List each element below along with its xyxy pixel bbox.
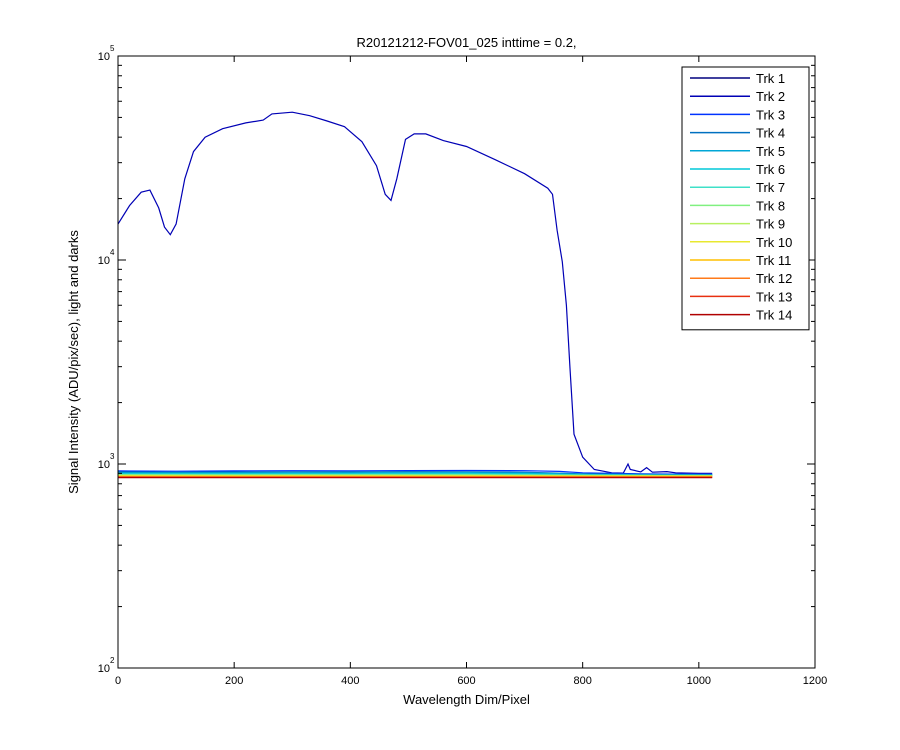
x-tick-label: 400 bbox=[341, 675, 359, 687]
y-tick-label: 10 bbox=[98, 663, 110, 675]
legend-label-9: Trk 9 bbox=[756, 217, 785, 232]
x-tick-label: 0 bbox=[115, 675, 121, 687]
y-tick-label: 10 bbox=[98, 255, 110, 267]
y-tick-exponent: 5 bbox=[110, 44, 115, 53]
x-tick-label: 600 bbox=[457, 675, 475, 687]
series-line-2 bbox=[117, 111, 713, 474]
legend-label-8: Trk 8 bbox=[756, 198, 785, 213]
legend-label-10: Trk 10 bbox=[756, 235, 792, 250]
x-tick-label: 800 bbox=[573, 675, 591, 687]
legend-label-5: Trk 5 bbox=[756, 144, 785, 159]
legend-label-3: Trk 3 bbox=[756, 107, 785, 122]
legend: Trk 1 Trk 2 Trk 3 Trk 4 Trk 5 Trk 6 Trk 7 Trk 8… bbox=[681, 66, 810, 331]
x-tick-label: 200 bbox=[225, 675, 243, 687]
legend-label-13: Trk 13 bbox=[756, 289, 792, 304]
legend-label-11: Trk 11 bbox=[756, 253, 791, 268]
y-tick-label: 10 bbox=[98, 459, 110, 471]
legend-label-2: Trk 2 bbox=[756, 89, 785, 104]
legend-label-4: Trk 4 bbox=[756, 126, 785, 141]
y-tick-exponent: 4 bbox=[110, 248, 115, 257]
y-axis-label: Signal Intensity (ADU/pix/sec), light an… bbox=[66, 230, 81, 494]
y-tick-exponent: 2 bbox=[110, 656, 115, 665]
chart-title: R20121212-FOV01_025 inttime = 0.2, bbox=[356, 35, 576, 50]
x-axis-label: Wavelength Dim/Pixel bbox=[403, 692, 530, 707]
legend-label-14: Trk 14 bbox=[756, 308, 792, 323]
x-tick-label: 1200 bbox=[803, 675, 827, 687]
series-lines bbox=[117, 111, 713, 479]
legend-box bbox=[681, 66, 810, 331]
legend-label-1: Trk 1 bbox=[756, 71, 785, 86]
series-line-3 bbox=[117, 469, 713, 475]
legend-label-6: Trk 6 bbox=[756, 162, 785, 177]
y-tick-exponent: 3 bbox=[110, 452, 115, 461]
legend-label-12: Trk 12 bbox=[756, 271, 792, 286]
y-tick-label: 10 bbox=[98, 51, 110, 63]
x-tick-label: 1000 bbox=[687, 675, 711, 687]
legend-label-7: Trk 7 bbox=[756, 180, 785, 195]
